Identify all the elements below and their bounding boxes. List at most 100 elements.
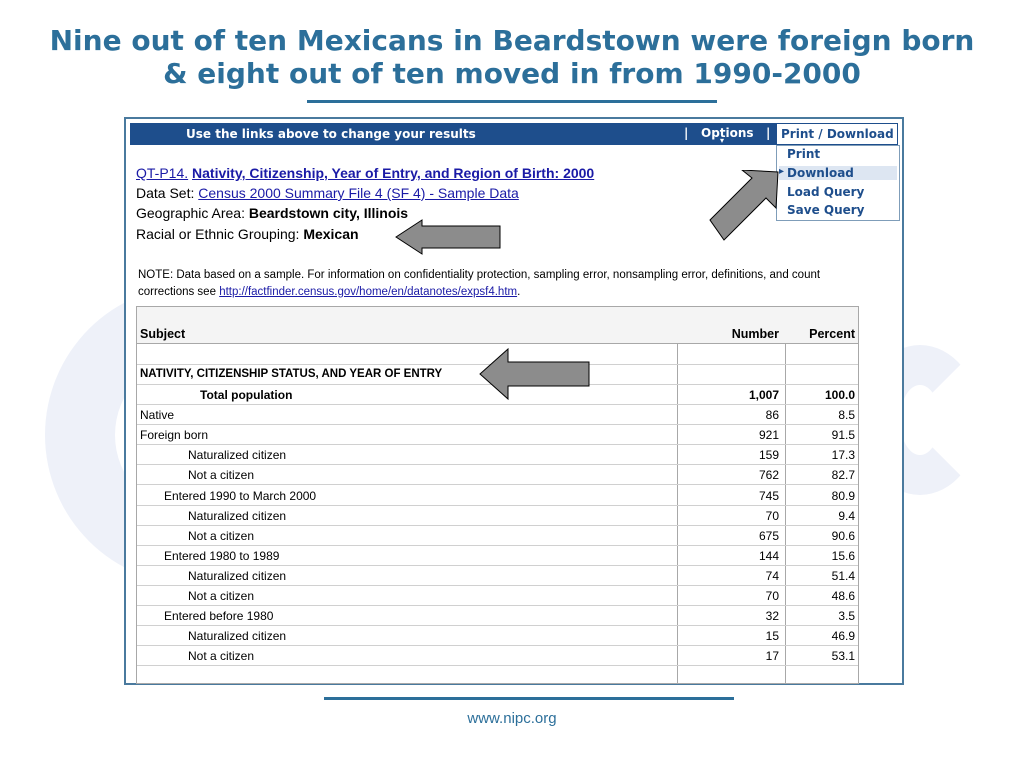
race-line: Racial or Ethnic Grouping: Mexican — [136, 226, 359, 242]
row-label: Native — [140, 408, 175, 423]
table-row: Naturalized citizen 70 9.4 — [137, 505, 858, 526]
row-percent: 8.5 — [838, 408, 855, 423]
menu-item-download[interactable]: Download — [779, 166, 897, 180]
data-table: Subject Number Percent NATIVITY, CITIZEN… — [136, 306, 859, 684]
arrow-to-mexican-icon — [395, 219, 501, 255]
slide-title: Nine out of ten Mexicans in Beardstown w… — [49, 24, 975, 90]
row-label: Total population — [200, 388, 293, 402]
race-label: Racial or Ethnic Grouping: — [136, 226, 300, 242]
dataset-line: Data Set: Census 2000 Summary File 4 (SF… — [136, 185, 519, 201]
table-row: Naturalized citizen 74 51.4 — [137, 565, 858, 586]
header-percent: Percent — [809, 327, 855, 341]
results-toolbar: Use the links above to change your resul… — [130, 123, 778, 145]
row-percent: 3.5 — [838, 609, 855, 624]
table-row: Entered before 1980 32 3.5 — [137, 605, 858, 627]
row-label: Foreign born — [140, 428, 209, 443]
table-row: Not a citizen 762 82.7 — [137, 464, 858, 486]
footer-url: www.nipc.org — [467, 710, 557, 727]
header-subject: Subject — [140, 327, 186, 341]
row-label: Entered 1980 to 1989 — [164, 548, 280, 563]
row-percent: 9.4 — [838, 508, 855, 523]
toolbar-separator: | — [684, 126, 689, 140]
section-heading: NATIVITY, CITIZENSHIP STATUS, AND YEAR O… — [140, 368, 443, 380]
table-id-link[interactable]: QT-P14. — [136, 165, 189, 181]
table-row: Naturalized citizen 15 46.9 — [137, 625, 858, 647]
row-percent: 53.1 — [831, 649, 855, 664]
datanotes-link[interactable]: http://factfinder.census.gov/home/en/dat… — [219, 286, 518, 298]
options-menu-button[interactable]: Options — [701, 126, 754, 140]
menu-item-print[interactable]: Print — [787, 147, 821, 161]
row-number: 32 — [765, 609, 779, 624]
row-percent: 100.0 — [824, 388, 855, 402]
row-percent: 51.4 — [831, 568, 855, 583]
arrow-to-download-icon — [709, 170, 779, 241]
note-body: NOTE: Data based on a sample. For inform… — [138, 269, 821, 298]
row-number: 675 — [758, 528, 779, 543]
row-percent: 46.9 — [831, 629, 855, 644]
row-number: 144 — [758, 548, 779, 563]
table-row: Not a citizen 70 48.6 — [137, 585, 858, 606]
table-row: Foreign born 921 91.5 — [137, 424, 858, 446]
dataset-label: Data Set: — [136, 185, 195, 201]
row-label: Naturalized citizen — [188, 508, 287, 523]
row-percent: 82.7 — [831, 468, 855, 483]
row-label: Naturalized citizen — [188, 568, 287, 583]
geography-value: Beardstown city, Illinois — [248, 205, 409, 221]
menu-item-save-query[interactable]: Save Query — [787, 203, 865, 217]
row-label: Naturalized citizen — [188, 629, 287, 644]
row-number: 74 — [765, 568, 779, 583]
row-percent: 48.6 — [831, 589, 855, 603]
table-row: Naturalized citizen 159 17.3 — [137, 444, 858, 466]
row-number: 15 — [765, 629, 779, 644]
row-label: Entered before 1980 — [164, 609, 274, 624]
row-label: Not a citizen — [188, 649, 255, 664]
toolbar-separator: | — [766, 126, 771, 140]
table-heading: QT-P14. Nativity, Citizenship, Year of E… — [136, 165, 594, 181]
table-title-link[interactable]: Nativity, Citizenship, Year of Entry, an… — [192, 165, 595, 181]
race-value: Mexican — [303, 226, 359, 242]
row-number: 921 — [758, 428, 779, 443]
row-number: 745 — [758, 488, 779, 503]
row-number: 70 — [765, 589, 779, 603]
factfinder-screenshot: Use the links above to change your resul… — [124, 117, 904, 685]
table-row: Entered 1980 to 1989 144 15.6 — [137, 545, 858, 566]
geography-label: Geographic Area: — [136, 205, 245, 221]
menu-item-load-query[interactable]: Load Query — [787, 185, 865, 199]
table-row: Not a citizen 675 90.6 — [137, 525, 858, 546]
arrow-to-nativity-section-icon — [479, 347, 590, 401]
note-period: . — [517, 286, 521, 298]
column-divider — [785, 307, 786, 683]
table-row: Total population 1,007 100.0 — [137, 384, 858, 405]
table-header-row: Subject Number Percent — [137, 307, 858, 344]
row-number: 159 — [758, 448, 779, 463]
geography-line: Geographic Area: Beardstown city, Illino… — [136, 205, 408, 221]
row-label: Not a citizen — [188, 528, 255, 543]
table-row: Native 86 8.5 — [137, 404, 858, 426]
row-label: Not a citizen — [188, 589, 255, 603]
header-number: Number — [731, 327, 779, 341]
row-percent: 91.5 — [831, 428, 855, 443]
column-divider — [677, 307, 678, 683]
table-row: Not a citizen 17 53.1 — [137, 645, 858, 667]
row-percent: 90.6 — [831, 528, 855, 543]
table-row: Entered 1990 to March 2000 745 80.9 — [137, 485, 858, 506]
row-number: 70 — [765, 508, 779, 523]
row-label: Naturalized citizen — [188, 448, 287, 463]
row-percent: 17.3 — [831, 448, 855, 463]
row-number: 86 — [765, 408, 779, 423]
row-label: Not a citizen — [188, 468, 255, 483]
title-underline — [307, 100, 717, 103]
row-number: 762 — [758, 468, 779, 483]
note-text: NOTE: Data based on a sample. For inform… — [138, 267, 878, 301]
row-number: 1,007 — [748, 388, 779, 402]
row-number: 17 — [765, 649, 779, 664]
row-label: Entered 1990 to March 2000 — [164, 488, 317, 503]
toolbar-hint: Use the links above to change your resul… — [186, 127, 476, 141]
print-download-dropdown: Print Download Load Query Save Query — [776, 145, 900, 221]
footer-rule — [324, 697, 734, 700]
row-percent: 15.6 — [831, 548, 855, 563]
row-percent: 80.9 — [831, 488, 855, 503]
chevron-down-icon: ▾ — [720, 136, 725, 145]
dataset-link[interactable]: Census 2000 Summary File 4 (SF 4) - Samp… — [198, 185, 519, 201]
print-download-menu-button[interactable]: Print / Download — [776, 123, 898, 145]
